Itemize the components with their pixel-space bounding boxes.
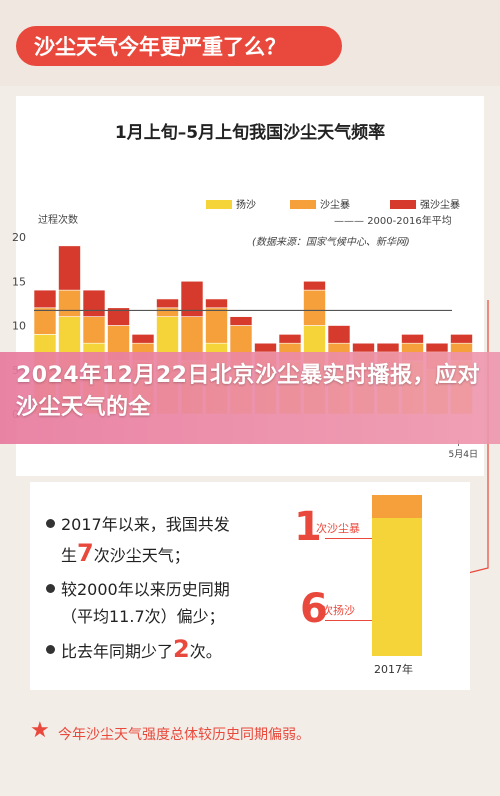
legend-label-shachenbao: 沙尘暴 bbox=[320, 200, 350, 211]
bar-segment-3 bbox=[425, 342, 449, 353]
y-tick-label: 10 bbox=[12, 320, 26, 333]
stat-line-3: 比去年同期少了2次。 bbox=[61, 635, 222, 663]
bar-segment-2 bbox=[156, 307, 179, 317]
bar-segment-2 bbox=[58, 289, 81, 317]
y-axis-label: 过程次数 bbox=[38, 215, 78, 226]
legend-swatch-qiangshachenbao bbox=[390, 200, 416, 209]
banner-title: 沙尘天气今年更严重了么？ bbox=[34, 35, 286, 59]
bar-segment-3 bbox=[131, 334, 155, 344]
data-source: (数据来源：国家气候中心、新华网) bbox=[252, 237, 410, 248]
bar-segment-3 bbox=[278, 334, 302, 344]
stat-text: 次。 bbox=[189, 642, 222, 661]
storm-count: 1 bbox=[294, 504, 322, 550]
footer-text: 今年沙尘天气强度总体较历史同期偏弱。 bbox=[58, 727, 310, 743]
bar-segment-2 bbox=[205, 307, 228, 344]
legend-average-label: 2000-2016年平均 bbox=[367, 216, 452, 227]
stat-number: 7 bbox=[77, 539, 94, 567]
x-tick-label: 5月4日 bbox=[449, 449, 478, 460]
bar-segment-3 bbox=[229, 316, 253, 326]
bar-segment-3 bbox=[376, 342, 400, 353]
headline-text: 2024年12月22日北京沙尘暴实时播报，应对沙尘天气的全 bbox=[16, 363, 480, 420]
star-icon: ★ bbox=[30, 718, 50, 743]
bar-segment-3 bbox=[401, 334, 424, 344]
bar-segment-3 bbox=[82, 289, 106, 317]
bar-segment-3 bbox=[156, 298, 179, 309]
stat-line-2a: 较2000年以来历史同期 bbox=[61, 580, 230, 599]
dust-pointer-line bbox=[325, 620, 379, 621]
bullet-dot bbox=[46, 519, 55, 528]
bullet-dot bbox=[46, 584, 55, 593]
legend-swatch-yangsha bbox=[206, 200, 232, 209]
legend-label-yangsha: 扬沙 bbox=[236, 200, 256, 211]
bar-segment-3 bbox=[327, 325, 351, 344]
bar-segment-3 bbox=[205, 298, 228, 309]
year-label: 2017年 bbox=[374, 663, 413, 676]
header-banner: 沙尘天气今年更严重了么？ bbox=[0, 0, 500, 86]
legend-item-yangsha: 扬沙 bbox=[206, 196, 256, 211]
bar-segment-3 bbox=[107, 307, 130, 326]
headline-overlay bbox=[0, 352, 500, 444]
y-tick-label: 20 bbox=[12, 231, 26, 244]
chart-title: 1月上旬–5月上旬我国沙尘天气频率 bbox=[114, 123, 386, 143]
stat-line-1b: 生7次沙尘天气； bbox=[61, 539, 190, 567]
dust-count: 6 bbox=[300, 586, 328, 632]
bar-segment-3 bbox=[450, 334, 473, 344]
storm-count-label: 次沙尘暴 bbox=[316, 522, 360, 535]
bar-segment-2 bbox=[33, 307, 57, 335]
stat-text: 次沙尘天气； bbox=[93, 546, 190, 565]
bar-segment-3 bbox=[33, 289, 57, 309]
bar-segment-3 bbox=[180, 280, 204, 317]
bar-segment-3 bbox=[303, 280, 326, 291]
bullet-dot bbox=[46, 645, 55, 654]
legend-item-shachenbao: 沙尘暴 bbox=[290, 196, 350, 211]
bar-segment-3 bbox=[58, 245, 81, 291]
banner-pill bbox=[16, 26, 342, 66]
stat-line-1a: 2017年以来，我国共发 bbox=[61, 515, 230, 534]
stat-text: 比去年同期少了 bbox=[61, 642, 174, 661]
legend-average: ——— 2000-2016年平均 bbox=[334, 216, 452, 227]
legend-swatch-shachenbao bbox=[290, 200, 316, 209]
y-tick-label: 15 bbox=[12, 275, 26, 288]
stat-number: 2 bbox=[173, 635, 190, 663]
storm-pointer-line bbox=[325, 538, 379, 539]
bar-2017-shachenbao bbox=[372, 495, 422, 518]
bar-segment-3 bbox=[352, 342, 375, 353]
legend-label-qiangshachenbao: 强沙尘暴 bbox=[420, 200, 460, 211]
dust-count-label: 次扬沙 bbox=[322, 604, 355, 617]
stat-line-2b: （平均11.7次）偏少； bbox=[61, 607, 225, 626]
legend-item-qiangshachenbao: 强沙尘暴 bbox=[390, 196, 460, 211]
bar-segment-3 bbox=[254, 342, 277, 353]
bar-segment-2 bbox=[303, 289, 326, 326]
bar-segment-2 bbox=[82, 316, 106, 344]
stat-text: 生 bbox=[61, 546, 78, 565]
bar-2017-yangsha bbox=[372, 518, 422, 656]
